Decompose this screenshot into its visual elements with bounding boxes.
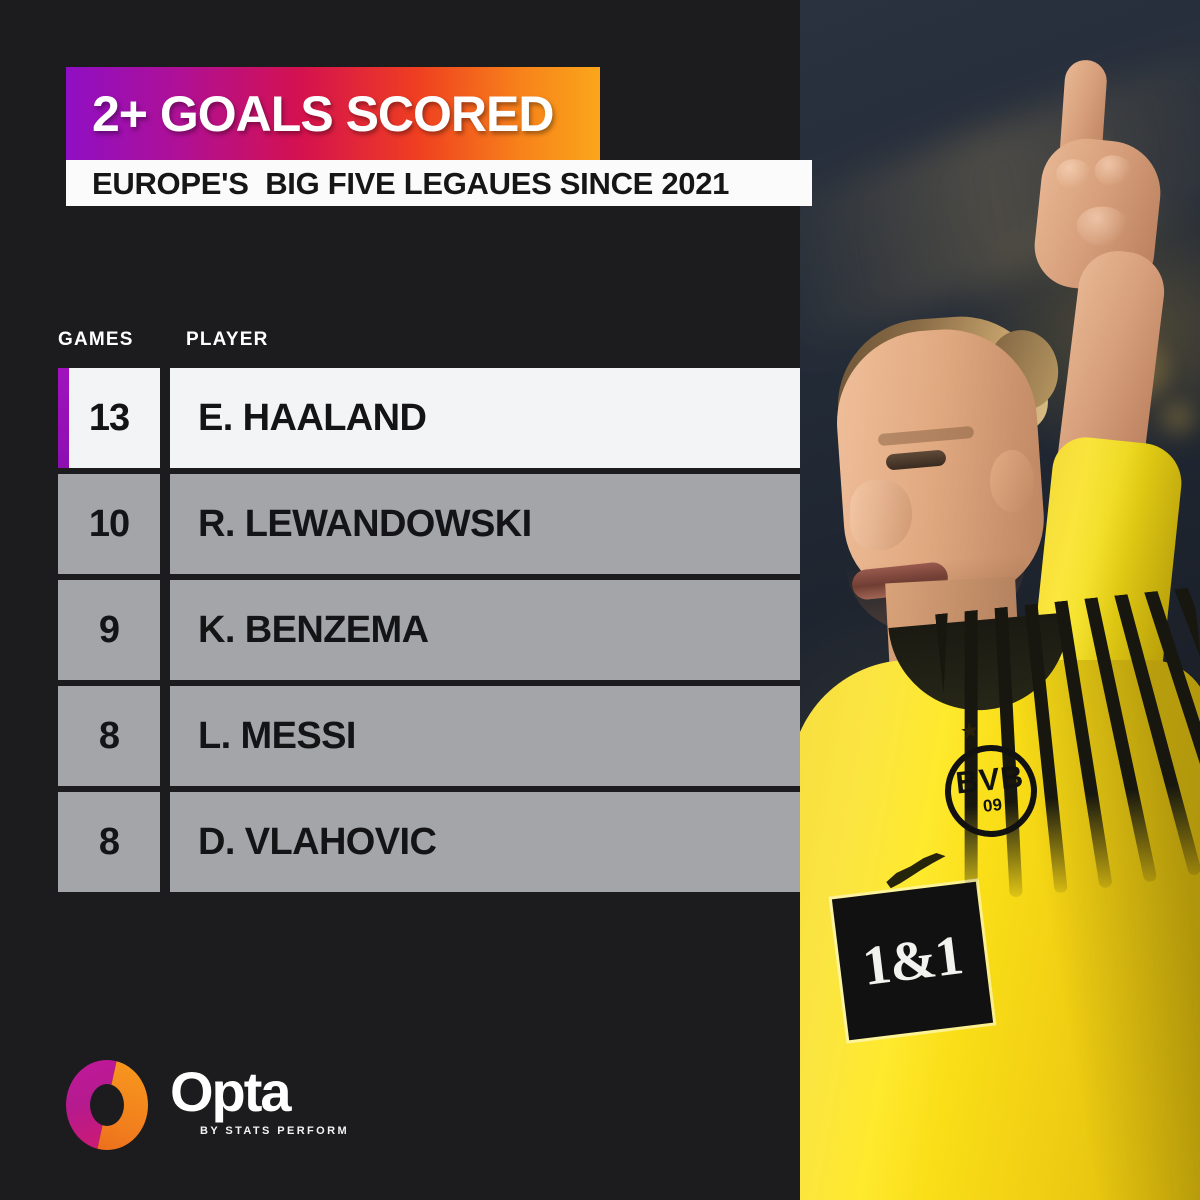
championship-star-icon: ★ bbox=[958, 716, 982, 745]
sponsor-text: 1&1 bbox=[859, 924, 966, 998]
page-title: 2+ GOALS SCORED bbox=[92, 85, 554, 142]
cell-games: 9 bbox=[58, 580, 160, 680]
table-header: GAMES PLAYER bbox=[58, 330, 758, 356]
cell-player: D. VLAHOVIC bbox=[170, 792, 800, 892]
crest-club-text: BVB bbox=[953, 758, 1026, 801]
title-banner: 2+ GOALS SCORED bbox=[66, 67, 600, 160]
cell-player: K. BENZEMA bbox=[170, 580, 800, 680]
column-header-games: GAMES bbox=[58, 329, 134, 350]
table-row[interactable]: 13 E. HAALAND bbox=[58, 368, 803, 468]
cell-player: L. MESSI bbox=[170, 686, 800, 786]
table-row[interactable]: 8 L. MESSI bbox=[58, 686, 803, 786]
games-value: 8 bbox=[98, 715, 120, 757]
ranking-table: 13 E. HAALAND 10 R. LEWANDOWSKI 9 K. BEN… bbox=[58, 368, 803, 898]
crest-year-text: 09 bbox=[982, 795, 1003, 816]
player-name: L. MESSI bbox=[198, 715, 356, 757]
knuckle-highlight bbox=[1074, 203, 1133, 250]
knuckle-highlight bbox=[1093, 153, 1135, 190]
bokeh-light bbox=[1152, 392, 1200, 444]
column-header-player: PLAYER bbox=[186, 329, 269, 350]
table-row[interactable]: 8 D. VLAHOVIC bbox=[58, 792, 803, 892]
cell-games: 8 bbox=[58, 792, 160, 892]
games-value: 10 bbox=[88, 503, 130, 545]
games-value: 9 bbox=[98, 609, 120, 651]
opta-tagline: BY STATS PERFORM bbox=[200, 1125, 350, 1137]
cell-games: 10 bbox=[58, 474, 160, 574]
row-accent-bar bbox=[58, 368, 69, 468]
opta-mark-center bbox=[90, 1084, 124, 1126]
jersey-sponsor-logo: 1&1 bbox=[831, 881, 994, 1041]
games-value: 13 bbox=[88, 397, 130, 439]
cell-games: 13 bbox=[58, 368, 160, 468]
ear bbox=[990, 450, 1034, 512]
games-value: 8 bbox=[98, 821, 120, 863]
opta-wordmark: Opta bbox=[170, 1060, 292, 1123]
cell-games: 8 bbox=[58, 686, 160, 786]
nose bbox=[850, 480, 912, 550]
cell-player: E. HAALAND bbox=[170, 368, 800, 468]
opta-mark-icon bbox=[66, 1060, 148, 1150]
table-row[interactable]: 10 R. LEWANDOWSKI bbox=[58, 474, 803, 574]
knuckle-highlight bbox=[1054, 157, 1094, 192]
page-subtitle: EUROPE'S BIG FIVE LEGAUES SINCE 2021 bbox=[92, 165, 730, 201]
player-name: D. VLAHOVIC bbox=[198, 821, 437, 863]
subtitle-banner: EUROPE'S BIG FIVE LEGAUES SINCE 2021 bbox=[66, 160, 812, 206]
opta-logo: Opta BY STATS PERFORM bbox=[66, 1058, 366, 1154]
cell-player: R. LEWANDOWSKI bbox=[170, 474, 800, 574]
table-row[interactable]: 9 K. BENZEMA bbox=[58, 580, 803, 680]
player-name: K. BENZEMA bbox=[198, 609, 429, 651]
player-name: E. HAALAND bbox=[198, 397, 427, 439]
player-name: R. LEWANDOWSKI bbox=[198, 503, 532, 545]
